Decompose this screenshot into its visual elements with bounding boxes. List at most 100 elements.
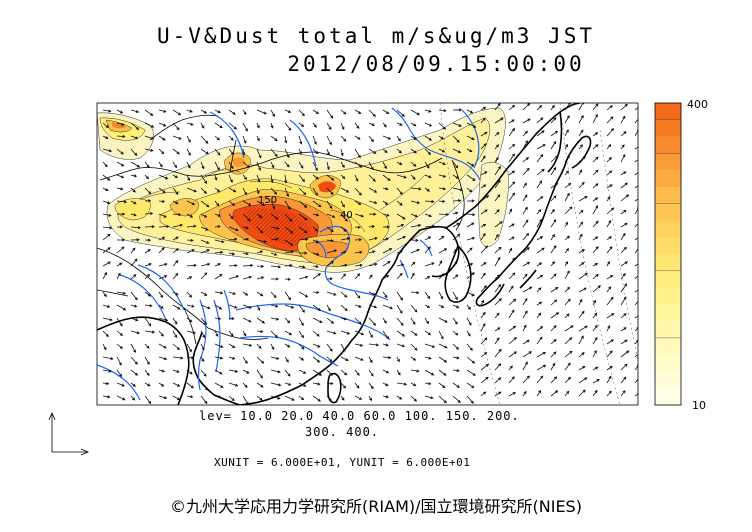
wind-vector-arrow: [270, 277, 280, 281]
wind-vector-arrow: [424, 187, 430, 192]
wind-vector-arrow: [228, 275, 240, 280]
wind-vector-arrow: [508, 247, 513, 254]
wind-vector-arrow: [592, 336, 598, 345]
wind-vector-arrow: [424, 369, 435, 376]
wind-vector-arrow: [438, 330, 444, 340]
wind-vector-arrow: [592, 169, 599, 176]
wind-vector-arrow: [200, 148, 209, 155]
wind-vector-arrow: [242, 135, 247, 144]
wind-vector-arrow: [256, 369, 263, 379]
wind-vector-arrow: [172, 356, 184, 360]
wind-vector-arrow: [186, 356, 195, 360]
wind-vector-arrow: [242, 369, 250, 374]
wind-vector-arrow: [410, 174, 416, 180]
wind-vector-arrow: [396, 291, 403, 301]
wind-vector-arrow: [466, 161, 475, 167]
wind-vector-arrow: [340, 356, 349, 361]
wind-vector-arrow: [382, 135, 392, 140]
wind-vector-arrow: [228, 304, 238, 309]
wind-vector-arrow: [158, 382, 165, 387]
wind-vector-arrow: [536, 105, 543, 111]
wind-vector-arrow: [144, 109, 154, 116]
wind-vector-arrow: [242, 122, 248, 132]
wind-vector-arrow: [522, 130, 528, 137]
wind-vector-arrow: [522, 232, 530, 241]
wind-vector-arrow: [200, 187, 207, 194]
wind-vector-arrow: [326, 304, 331, 312]
wind-vector-arrow: [186, 148, 191, 156]
wind-vector-arrow: [340, 187, 350, 193]
colorbar-segment: [655, 321, 681, 339]
wind-vector-arrow: [410, 200, 421, 205]
wind-vector-arrow: [326, 317, 335, 324]
wind-vector-arrow: [620, 273, 626, 280]
colorbar-segment: [655, 186, 681, 204]
wind-vector-arrow: [382, 200, 389, 206]
wind-vector-arrow: [284, 356, 289, 363]
wind-vector-arrow: [438, 187, 447, 191]
wind-vector-arrow: [536, 144, 546, 150]
wind-vector-arrow: [172, 161, 178, 169]
wind-vector-arrow: [564, 362, 571, 371]
wind-vector-arrow: [494, 327, 501, 332]
wind-vector-arrow: [340, 291, 348, 298]
wind-vector-arrow: [466, 199, 475, 203]
wind-vector-arrow: [130, 330, 141, 335]
wind-vector-arrow: [438, 395, 447, 404]
wind-vector-arrow: [228, 264, 238, 268]
wind-vector-arrow: [242, 252, 249, 256]
wind-vector-arrow: [228, 187, 237, 193]
wind-vector-arrow: [186, 263, 197, 267]
wind-vector-arrow: [158, 369, 166, 373]
wind-vector-arrow: [186, 224, 197, 228]
wind-vector-arrow: [116, 317, 123, 327]
wind-vector-arrow: [256, 226, 264, 234]
wind-vector-arrow: [564, 170, 569, 176]
wind-vector-arrow: [284, 135, 288, 144]
wind-vector-arrow: [228, 226, 239, 232]
wind-vector-arrow: [634, 392, 638, 397]
wind-vector-arrow: [298, 213, 308, 221]
wind-vector-arrow: [368, 236, 378, 241]
wind-vector-arrow: [466, 187, 473, 193]
wind-vector-arrow: [606, 116, 614, 124]
wind-vector-arrow: [284, 213, 293, 222]
wind-vector-arrow: [228, 291, 237, 295]
wind-vector-arrow: [466, 343, 473, 351]
colorbar-segment: [655, 354, 681, 372]
wind-vector-arrow: [256, 122, 260, 129]
wind-vector-arrow: [606, 286, 612, 293]
wind-vector-arrow: [102, 213, 112, 217]
wind-vector-arrow: [382, 274, 390, 280]
wind-vector-arrow: [144, 356, 150, 365]
wind-vector-arrow: [144, 330, 156, 334]
wind-vector-arrow: [396, 369, 401, 376]
wind-vector-arrow: [438, 122, 447, 130]
wind-vector-arrow: [564, 182, 572, 189]
wind-vector-arrow: [634, 327, 638, 332]
wind-vector-arrow: [550, 233, 555, 241]
wind-vector-arrow: [130, 395, 136, 401]
wind-vector-arrow: [508, 192, 515, 202]
wind-vector-arrow: [354, 395, 363, 400]
wind-vector-arrow: [200, 262, 211, 267]
wind-vector-arrow: [172, 248, 179, 254]
wind-vector-arrow: [200, 330, 205, 339]
wind-vector-arrow: [368, 109, 376, 117]
wind-vector-arrow: [606, 219, 612, 228]
wind-vector-arrow: [368, 200, 378, 204]
wind-vector-arrow: [200, 382, 209, 391]
wind-vector-arrow: [270, 161, 275, 169]
wind-vector-arrow: [312, 290, 320, 294]
wind-vector-arrow: [452, 291, 458, 301]
wind-vector-arrow: [606, 196, 611, 202]
wind-vector-arrow: [606, 325, 611, 332]
wind-vector-arrow: [242, 395, 249, 405]
wind-vector-arrow: [424, 224, 436, 228]
map-frame: [96, 102, 639, 406]
wind-vector-arrow: [382, 248, 393, 254]
wind-vector-arrow: [102, 148, 113, 153]
wind-vector-arrow: [298, 291, 309, 298]
wind-vector-arrow: [242, 226, 250, 230]
wind-vector-arrow: [550, 339, 557, 345]
